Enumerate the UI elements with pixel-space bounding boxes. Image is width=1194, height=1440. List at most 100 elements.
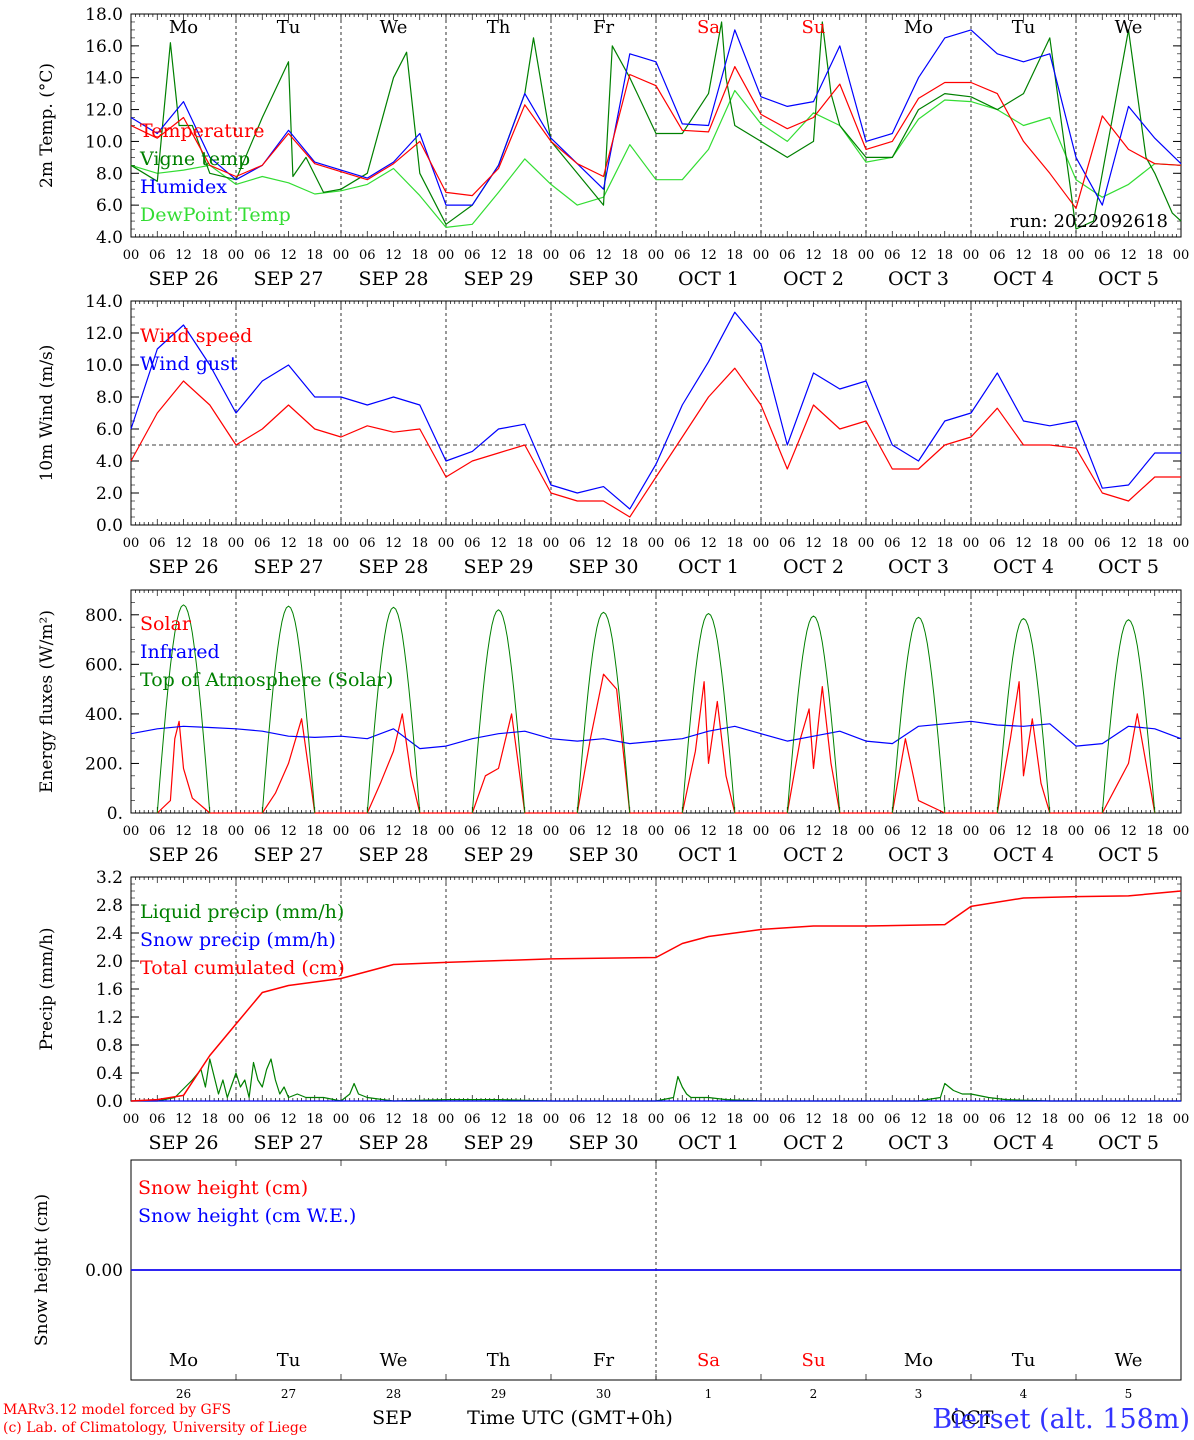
hour-tick-label: 06 (1094, 824, 1111, 839)
plot-frame (130, 589, 1182, 814)
hour-tick-label: 06 (779, 1112, 796, 1127)
series-total-cumulated-cm (130, 890, 1182, 1102)
hour-tick-label: 00 (858, 536, 875, 551)
day-number-label: 1 (705, 1387, 713, 1401)
date-label: OCT 4 (993, 556, 1054, 578)
hour-tick-label: 06 (1094, 248, 1111, 263)
hour-tick-label: 12 (1015, 824, 1032, 839)
date-label: OCT 1 (678, 844, 739, 866)
hour-tick-label: 06 (674, 824, 691, 839)
hour-tick-label: 18 (411, 824, 428, 839)
hour-tick-label: 18 (621, 248, 638, 263)
day-number-label: 2 (810, 1387, 818, 1401)
hour-tick-label: 12 (490, 824, 507, 839)
hour-tick-label: 06 (569, 1112, 586, 1127)
hour-tick-label: 00 (648, 536, 665, 551)
date-label: SEP 27 (254, 1132, 324, 1154)
date-label: OCT 5 (1098, 556, 1159, 578)
series-temperature (130, 65, 1182, 209)
hour-tick-label: 00 (438, 248, 455, 263)
date-label: OCT 1 (678, 268, 739, 290)
hour-tick-label: 06 (464, 536, 481, 551)
hour-tick-label: 12 (910, 536, 927, 551)
weekday-label: Tu (277, 1350, 301, 1371)
hour-tick-label: 18 (1041, 248, 1058, 263)
hour-tick-label: 00 (333, 248, 350, 263)
date-label: SEP 30 (569, 268, 639, 290)
legend-entry: Humidex (140, 176, 227, 198)
hour-tick-label: 12 (1120, 248, 1137, 263)
hour-tick-label: 18 (201, 536, 218, 551)
hour-tick-label: 06 (989, 1112, 1006, 1127)
hour-tick-label: 12 (280, 248, 297, 263)
credit-line-2: (c) Lab. of Climatology, University of L… (3, 1420, 307, 1436)
date-label: SEP 29 (464, 844, 534, 866)
y-tick-label: 2.4 (96, 924, 123, 944)
hour-tick-label: 18 (1146, 1112, 1163, 1127)
y-tick-label: 4.0 (96, 452, 123, 472)
weekday-label: We (380, 1350, 408, 1371)
hour-tick-label: 18 (306, 536, 323, 551)
hour-tick-label: 12 (175, 536, 192, 551)
hour-tick-label: 00 (1068, 824, 1085, 839)
hour-tick-label: 18 (411, 248, 428, 263)
series-wind-gust (130, 311, 1181, 510)
hour-tick-label: 00 (963, 824, 980, 839)
hour-tick-label: 18 (621, 824, 638, 839)
credit-line-1: MARv3.12 model forced by GFS (3, 1402, 231, 1418)
hour-tick-label: 06 (884, 536, 901, 551)
hour-tick-label: 18 (1041, 536, 1058, 551)
day-number-label: 4 (1020, 1387, 1028, 1401)
y-tick-label: 12.0 (85, 101, 123, 121)
hour-tick-label: 00 (123, 536, 140, 551)
hour-tick-label: 06 (569, 248, 586, 263)
hour-tick-label: 06 (779, 248, 796, 263)
hour-tick-label: 06 (149, 1112, 166, 1127)
date-label: OCT 3 (888, 268, 949, 290)
hour-tick-label: 18 (1146, 536, 1163, 551)
hour-tick-label: 00 (333, 536, 350, 551)
hour-tick-label: 12 (280, 536, 297, 551)
date-label: SEP 29 (464, 268, 534, 290)
hour-tick-label: 12 (175, 824, 192, 839)
hour-tick-label: 12 (595, 248, 612, 263)
hour-tick-label: 00 (228, 1112, 245, 1127)
run-annotation: run: 2022092618 (1010, 211, 1168, 232)
hour-tick-label: 12 (805, 248, 822, 263)
hour-tick-label: 06 (149, 248, 166, 263)
hour-tick-label: 00 (228, 248, 245, 263)
hour-tick-label: 12 (385, 248, 402, 263)
series-vigne-temp (130, 21, 1182, 230)
hour-tick-label: 18 (516, 536, 533, 551)
hour-tick-label: 12 (490, 248, 507, 263)
hour-tick-label: 06 (359, 1112, 376, 1127)
hour-tick-label: 18 (1146, 824, 1163, 839)
series-top-of-atmosphere-solar (1101, 619, 1156, 814)
hour-tick-label: 06 (674, 1112, 691, 1127)
hour-tick-label: 06 (884, 824, 901, 839)
panel-3: 0. 200. 400. 600. 800. Energy fluxes (W/m²) So… (37, 589, 1189, 866)
panel-5: 0.00 Snow height (cm) Snow height (cm) Snow… (32, 1159, 1182, 1401)
hour-tick-label: 12 (385, 536, 402, 551)
weekday-label: Su (802, 1350, 826, 1371)
hour-tick-label: 12 (700, 536, 717, 551)
y-tick-label: 2.0 (96, 484, 123, 504)
day-number-label: 30 (596, 1387, 611, 1401)
hour-tick-label: 00 (1173, 248, 1190, 263)
y-tick-label: 6.0 (96, 196, 123, 216)
hour-tick-label: 06 (674, 536, 691, 551)
hour-tick-label: 00 (963, 1112, 980, 1127)
day-number-label: 5 (1125, 1387, 1133, 1401)
date-label: SEP 29 (464, 556, 534, 578)
hour-tick-label: 12 (910, 824, 927, 839)
y-axis-label: 2m Temp. (°C) (37, 63, 57, 188)
hour-tick-label: 18 (306, 1112, 323, 1127)
y-tick-label: 10.0 (85, 356, 123, 376)
hour-tick-label: 18 (516, 248, 533, 263)
hour-tick-label: 00 (333, 824, 350, 839)
date-label: SEP 26 (149, 844, 219, 866)
weekday-label: Sa (697, 1350, 720, 1371)
hour-tick-label: 00 (858, 248, 875, 263)
hour-tick-label: 12 (1120, 824, 1137, 839)
legend-entry: Infrared (140, 641, 220, 663)
